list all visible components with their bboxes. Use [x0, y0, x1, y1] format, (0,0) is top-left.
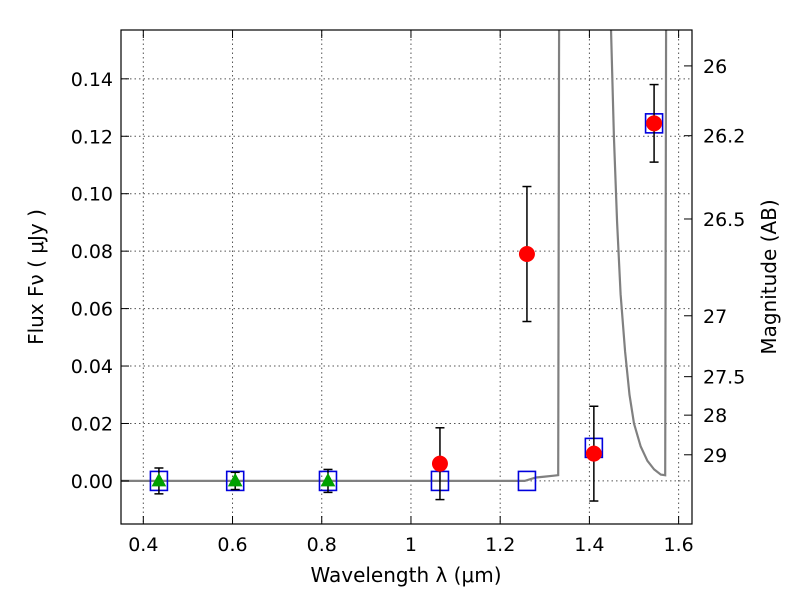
axes: 0.4 0.6 0.8 1 1.2 1.4 1.6 0.00 0.02 0.04 0.06 0.08 0… [71, 30, 745, 556]
y-tick-label: 0.10 [71, 184, 113, 206]
x-axis-label: Wavelength λ (μm) [310, 563, 501, 587]
y-tick-label: 0.14 [71, 69, 113, 91]
triangle-data-point [227, 472, 243, 487]
x-tick-label: 0.8 [307, 534, 337, 556]
triangle-data-point [151, 472, 167, 487]
circle-data-point [518, 246, 535, 263]
right-y-tick-label: 28 [703, 405, 727, 427]
y-tick-label: 0.00 [71, 471, 113, 493]
right-y-tick-label: 29 [703, 445, 727, 467]
y-tick-label: 0.12 [71, 126, 113, 148]
plot-area [121, 30, 668, 502]
x-tick-label: 1.2 [485, 534, 515, 556]
right-y-axis-label: Magnitude (AB) [757, 199, 781, 354]
y-axis-label: Flux Fν ( μJy ) [24, 209, 48, 345]
circle-data-point [646, 115, 663, 132]
circle-data-point [585, 445, 602, 462]
triangle-data-point [320, 472, 336, 487]
right-y-tick-label: 27.5 [703, 367, 745, 389]
x-tick-label: 1.6 [664, 534, 694, 556]
model-point-marker [517, 470, 537, 492]
model-point-marker [225, 470, 245, 492]
plot-background [121, 30, 692, 524]
plot-frame [120, 29, 693, 525]
right-y-tick-label: 26 [703, 56, 727, 78]
x-tick-label: 1 [405, 534, 417, 556]
right-y-tick-label: 26.2 [703, 126, 745, 148]
model-spectrum-line [121, 30, 668, 482]
x-tick-label: 0.4 [128, 534, 158, 556]
y-tick-label: 0.02 [71, 413, 113, 435]
y-tick-label: 0.04 [71, 356, 113, 378]
y-tick-label: 0.06 [71, 299, 113, 321]
x-tick-label: 0.6 [217, 534, 247, 556]
circle-data-point [431, 455, 448, 472]
right-y-tick-label: 26.5 [703, 209, 745, 231]
right-y-tick-label: 27 [703, 306, 727, 328]
x-tick-label: 1.4 [574, 534, 604, 556]
y-tick-label: 0.08 [71, 241, 113, 263]
